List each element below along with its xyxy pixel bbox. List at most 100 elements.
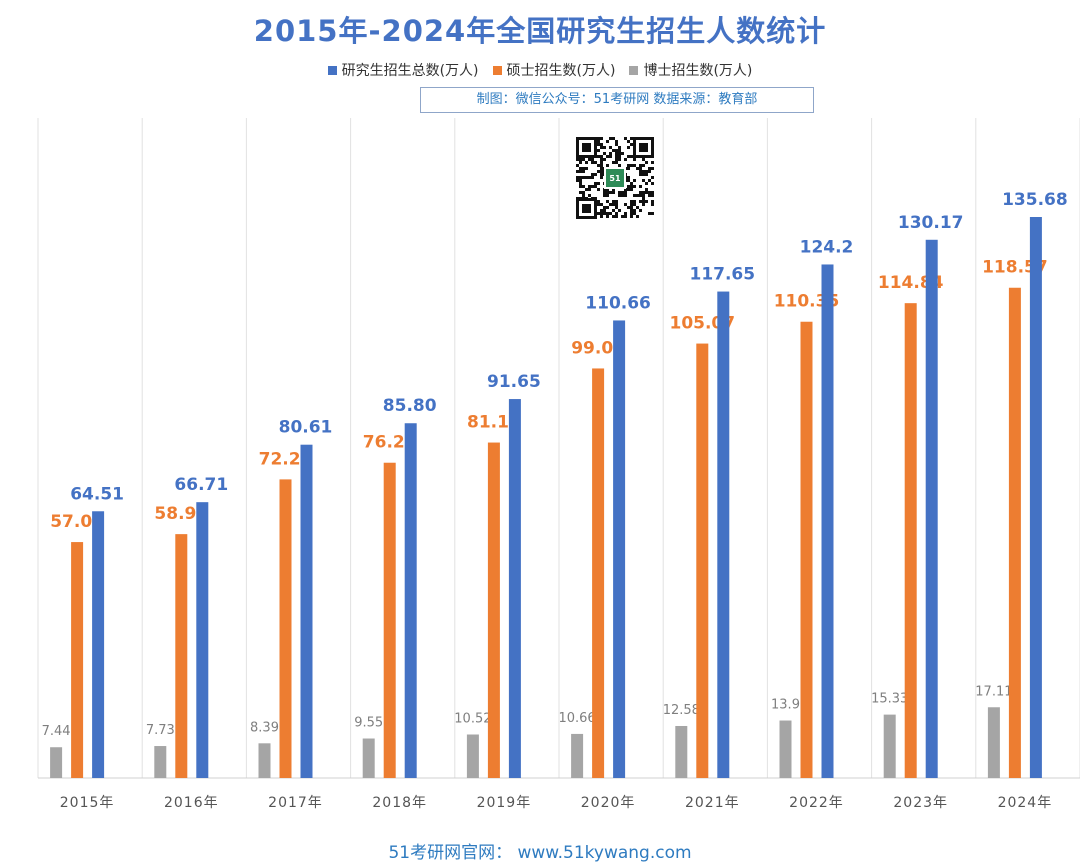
qr-module [633,200,636,203]
data-label: 7.44 [42,724,71,739]
qr-module [588,194,591,197]
bar [154,746,167,778]
data-label: 13.9 [771,698,800,713]
qr-module [630,206,633,209]
qr-module [621,194,624,197]
qr-module [603,188,606,191]
qr-module [624,191,627,194]
data-label: 80.61 [279,418,333,438]
qr-module [579,158,582,161]
legend-label: 研究生招生总数(万人) [341,63,479,79]
qr-module [630,212,633,215]
qr-module [588,185,591,188]
qr-module [615,143,618,146]
qr-module [648,179,651,182]
qr-module [648,212,651,215]
bar [487,442,500,778]
legend-item: 博士招生数(万人) [629,60,752,80]
qr-module [603,146,606,149]
qr-module [630,143,633,146]
qr-module [606,188,609,191]
qr-module [597,140,600,143]
qr-module [600,203,603,206]
legend-label: 博士招生数(万人) [643,63,753,79]
qr-module [630,203,633,206]
qr-module [606,212,609,215]
data-label: 81.13 [467,413,521,433]
footer-website: 51考研网官网： www.51kywang.com [388,843,692,863]
qr-module [588,158,591,161]
qr-module [600,137,603,140]
qr-module [633,209,636,212]
bar [613,320,626,778]
qr-module [645,191,648,194]
qr-module [606,140,609,143]
qr-module [642,200,645,203]
qr-module [600,161,603,164]
qr-module [636,215,639,218]
data-label: 72.22 [259,449,313,469]
qr-module [597,212,600,215]
qr-module [585,167,588,170]
qr-module [651,212,654,215]
qr-module [585,176,588,179]
bar [404,423,417,778]
bar [508,399,521,778]
x-tick-label: 2019年 [477,795,532,811]
qr-module [621,215,624,218]
qr-module [576,179,579,182]
qr-module [627,188,630,191]
qr-module [642,197,645,200]
qr-module [627,140,630,143]
qr-module [627,164,630,167]
qr-module [600,146,603,149]
qr-module [588,188,591,191]
data-label: 58.98 [154,504,208,524]
qr-module [615,152,618,155]
qr-module [576,176,579,179]
qr-module [645,182,648,185]
qr-module [597,188,600,191]
bar [571,733,584,778]
qr-module [603,194,606,197]
qr-module [582,194,585,197]
qr-module [606,206,609,209]
x-tick-label: 2022年 [789,795,844,811]
qr-code: 51 [576,137,654,219]
qr-module [597,155,600,158]
data-label: 99.05 [571,338,625,358]
legend-swatch [629,65,639,75]
qr-module [645,173,648,176]
qr-module [624,188,627,191]
qr-module [627,146,630,149]
qr-module [615,212,618,215]
qr-module [606,200,609,203]
bar [987,707,1000,778]
bar [592,368,605,778]
qr-module [630,200,633,203]
qr-module [618,152,621,155]
qr-module [615,140,618,143]
qr-module [615,149,618,152]
qr-module [639,164,642,167]
qr-module [618,158,621,161]
qr-module [612,200,615,203]
qr-module [645,161,648,164]
qr-module [612,188,615,191]
qr-module [618,146,621,149]
data-label: 57.06 [50,512,104,532]
data-label: 130.17 [898,213,964,233]
data-label: 7.73 [146,723,175,738]
data-label: 10.66 [558,711,595,726]
bar [925,239,938,778]
qr-module [630,188,633,191]
qr-module [600,155,603,158]
qr-module [615,158,618,161]
legend-swatch [492,65,502,75]
data-label: 66.71 [174,475,228,495]
qr-module [651,182,654,185]
bar [675,725,688,778]
qr-module [618,209,621,212]
data-label: 8.39 [250,720,279,735]
qr-module [624,203,627,206]
